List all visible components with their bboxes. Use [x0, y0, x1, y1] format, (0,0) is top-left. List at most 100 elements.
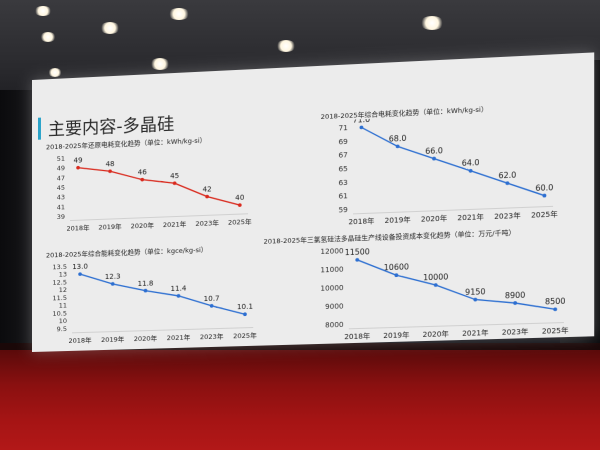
- data-label: 10000: [423, 272, 449, 282]
- data-point: [111, 282, 115, 286]
- data-point: [432, 157, 436, 161]
- chart-reduction-power: 514947454341392018年 2019年 2020年 2021年 2023年 2…: [40, 142, 258, 242]
- data-label: 10600: [384, 262, 409, 272]
- ceiling-light: [168, 8, 190, 20]
- data-label: 42: [203, 185, 212, 193]
- data-label: 8900: [505, 290, 526, 300]
- x-tick-label: 2020年: [421, 213, 447, 223]
- y-tick-label: 9000: [325, 302, 344, 311]
- x-tick-label: 2018年: [348, 216, 374, 226]
- x-axis-line: [353, 206, 553, 214]
- y-tick-label: 71: [339, 124, 348, 133]
- x-tick-label: 2025年: [228, 217, 252, 227]
- data-label: 11.8: [138, 279, 154, 288]
- y-tick-label: 65: [339, 165, 348, 174]
- x-axis-line: [72, 328, 253, 333]
- data-point: [173, 181, 177, 185]
- data-label: 11.4: [171, 284, 187, 293]
- data-point: [144, 289, 148, 293]
- y-tick-label: 67: [339, 151, 348, 160]
- data-point: [473, 298, 477, 302]
- data-point: [78, 272, 82, 276]
- ceiling-light: [40, 32, 56, 42]
- data-label: 66.0: [425, 146, 443, 156]
- y-tick-label: 9.5: [57, 325, 67, 333]
- ceiling-light: [100, 22, 120, 34]
- data-point: [505, 181, 509, 185]
- y-tick-label: 8000: [325, 321, 344, 330]
- data-point: [394, 273, 398, 277]
- ceiling-light: [276, 40, 296, 52]
- data-point: [210, 304, 214, 308]
- data-point: [553, 307, 557, 311]
- y-tick-label: 10000: [320, 284, 343, 293]
- data-point: [76, 166, 80, 170]
- y-tick-label: 49: [57, 164, 65, 172]
- x-tick-label: 2023年: [200, 331, 224, 341]
- chart-energy-consumption: 13.51312.51211.51110.5109.52018年 2019年 202…: [40, 252, 264, 352]
- data-point: [542, 194, 546, 198]
- data-point: [243, 312, 247, 316]
- data-label: 11500: [345, 247, 370, 257]
- x-tick-label: 2019年: [385, 215, 411, 225]
- x-tick-label: 2020年: [423, 329, 449, 339]
- y-tick-label: 47: [57, 174, 65, 182]
- data-label: 48: [106, 160, 115, 168]
- y-tick-label: 45: [57, 184, 65, 192]
- data-label: 40: [235, 194, 244, 202]
- data-point: [469, 169, 473, 173]
- x-tick-label: 2019年: [101, 334, 125, 344]
- data-label: 9150: [465, 287, 486, 297]
- data-label: 13.0: [72, 263, 88, 272]
- data-label: 12.3: [105, 273, 121, 282]
- data-point: [108, 169, 112, 173]
- y-tick-label: 51: [57, 155, 65, 163]
- data-label: 64.0: [462, 158, 480, 168]
- data-label: 68.0: [389, 134, 407, 144]
- data-point: [513, 301, 517, 305]
- data-point: [238, 203, 242, 207]
- series-line: [361, 119, 544, 202]
- projection-screen: 主要内容-多晶硅 2018-2025年还原电耗变化趋势（单位：kWh/kg-si…: [32, 52, 594, 352]
- y-tick-label: 39: [57, 213, 65, 221]
- data-label: 62.0: [498, 170, 516, 180]
- data-label: 49: [74, 156, 83, 164]
- x-tick-label: 2025年: [233, 330, 257, 340]
- data-label: 10.1: [237, 303, 253, 312]
- data-point: [205, 195, 209, 199]
- data-point: [355, 258, 359, 262]
- y-tick-label: 61: [339, 192, 348, 201]
- ceiling-light: [420, 16, 444, 30]
- y-tick-label: 12000: [320, 247, 343, 256]
- data-label: 60.0: [535, 183, 553, 193]
- x-axis-line: [70, 214, 248, 221]
- title-accent-bar: [38, 118, 41, 140]
- x-tick-label: 2018年: [69, 335, 93, 345]
- x-tick-label: 2023年: [494, 211, 521, 221]
- x-tick-label: 2018年: [344, 331, 370, 341]
- x-tick-label: 2019年: [98, 222, 122, 232]
- x-tick-label: 2021年: [457, 212, 483, 222]
- y-tick-label: 43: [57, 193, 65, 201]
- ceiling-light: [150, 58, 170, 70]
- x-tick-label: 2021年: [163, 219, 187, 229]
- data-point: [434, 283, 438, 287]
- x-tick-label: 2018年: [67, 223, 91, 233]
- data-label: 46: [138, 168, 147, 176]
- y-tick-label: 69: [339, 138, 348, 147]
- ceiling-light: [34, 6, 52, 16]
- y-tick-label: 41: [57, 203, 65, 211]
- chart-total-power: 71 69 67 65 63 61 592018年 2019年 2020年 2021年 2023年 2…: [309, 110, 564, 234]
- x-tick-label: 2021年: [462, 328, 488, 338]
- x-axis-line: [349, 323, 564, 329]
- y-tick-label: 59: [339, 206, 348, 215]
- data-label: 10.7: [204, 294, 220, 303]
- data-label: 8500: [545, 296, 566, 306]
- y-tick-label: 63: [339, 179, 348, 188]
- x-tick-label: 2023年: [502, 327, 529, 337]
- x-tick-label: 2023年: [195, 218, 219, 228]
- x-tick-label: 2020年: [134, 333, 158, 343]
- x-tick-label: 2019年: [383, 330, 409, 340]
- x-tick-label: 2020年: [131, 220, 155, 230]
- data-point: [177, 294, 181, 298]
